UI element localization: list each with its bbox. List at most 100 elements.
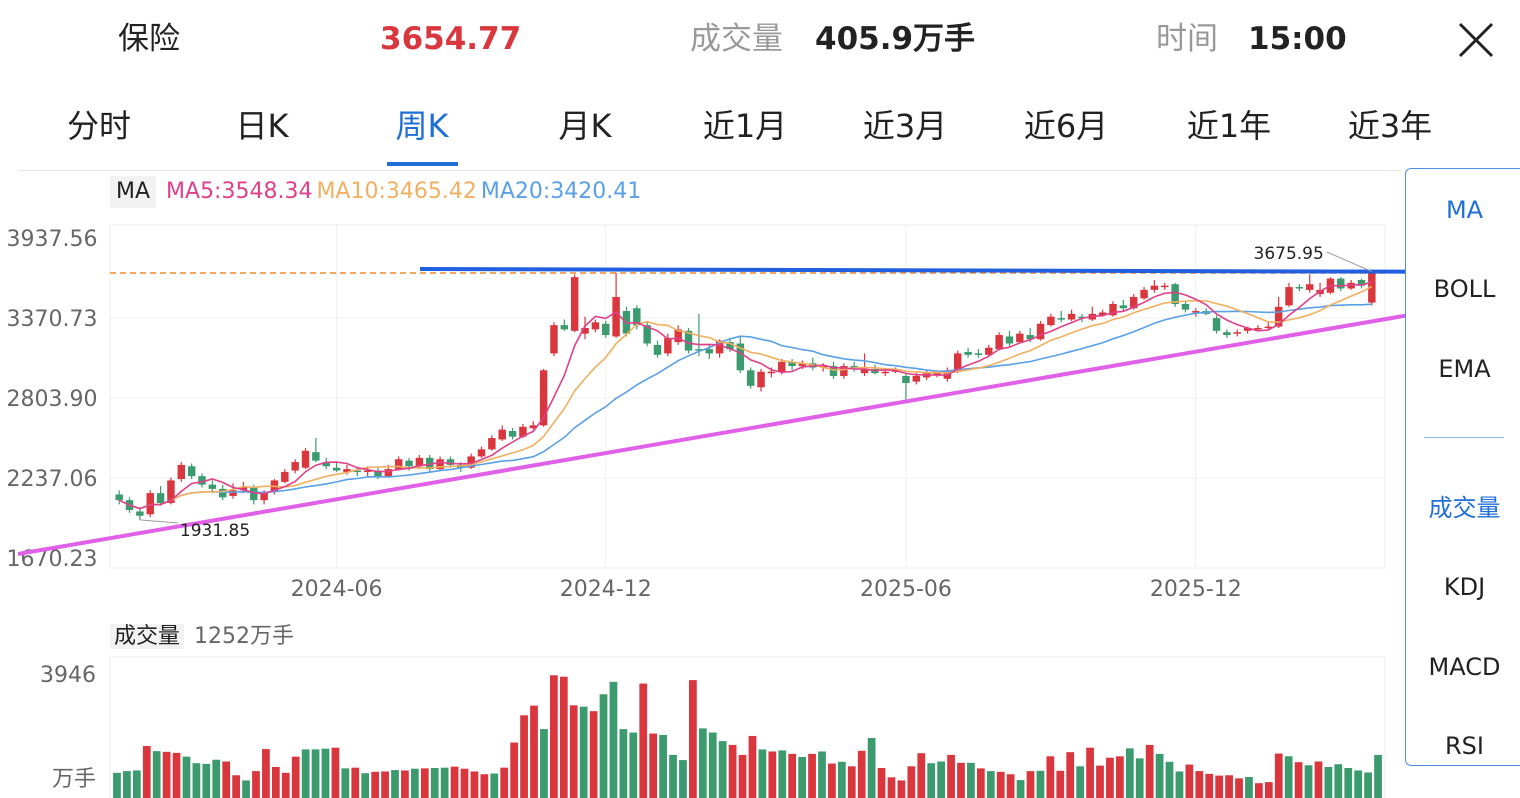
candle-body — [736, 343, 745, 371]
indicator-volume[interactable]: 成交量 — [1428, 494, 1501, 522]
indicator-panel: MA BOLL EMA 成交量 KDJ MACD RSI — [1405, 168, 1520, 766]
volume-bar — [758, 749, 767, 798]
volume-bar — [281, 772, 290, 798]
candle-body — [1036, 323, 1045, 340]
candle-body — [156, 493, 165, 503]
volume-bar — [1086, 747, 1094, 798]
volume-bar — [301, 749, 310, 798]
volume-bar — [490, 773, 499, 798]
candle-body — [1171, 284, 1179, 304]
candle-body — [674, 329, 682, 343]
candle-body — [1057, 318, 1065, 320]
candle-body — [1305, 284, 1314, 290]
candle — [1254, 325, 1262, 331]
candle-body — [312, 452, 320, 461]
tab-1-month[interactable]: 近1月 — [702, 107, 788, 145]
candle-body — [363, 470, 372, 473]
indicator-ema[interactable]: EMA — [1438, 355, 1491, 383]
volume-bar — [927, 763, 936, 798]
tab-3-months[interactable]: 近3月 — [862, 107, 948, 145]
volume-bar — [728, 744, 737, 798]
candle — [1161, 282, 1169, 290]
tab-6-months[interactable]: 近6月 — [1023, 107, 1109, 145]
tab-monthly-k[interactable]: 月K — [558, 107, 612, 145]
candle — [187, 463, 196, 479]
volume-bar — [569, 705, 578, 798]
tab-intraday[interactable]: 分时 — [66, 107, 132, 145]
candle-body — [281, 471, 289, 482]
volume-bar — [768, 751, 777, 798]
volume-bar — [1046, 756, 1055, 798]
candle — [1223, 329, 1231, 338]
volume-bar — [321, 748, 330, 798]
candle-body — [602, 323, 610, 336]
ma20-value: MA20:3420.41 — [480, 179, 642, 204]
volume-bar — [1334, 764, 1343, 798]
y-tick-label: 2237.06 — [7, 467, 98, 492]
ma-legend: MA MA5:3548.34 MA10:3465.42 MA20:3420.41 — [110, 176, 645, 208]
candle — [488, 435, 496, 451]
tab-1-year[interactable]: 近1年 — [1186, 107, 1272, 145]
volume-bar — [1096, 765, 1104, 798]
indicator-boll[interactable]: BOLL — [1433, 275, 1496, 303]
candle — [1368, 271, 1376, 306]
candle — [1088, 306, 1097, 321]
tab-3-years[interactable]: 近3年 — [1347, 107, 1433, 145]
volume-bar — [1056, 770, 1065, 798]
candle-body — [539, 370, 548, 426]
volume-bar — [659, 734, 667, 798]
candle — [1119, 299, 1128, 312]
candle — [115, 490, 123, 505]
volume-bar — [559, 676, 568, 798]
candle — [1067, 309, 1076, 321]
indicator-macd[interactable]: MACD — [1428, 653, 1501, 681]
volume-bar — [113, 772, 121, 798]
indicator-rsi[interactable]: RSI — [1445, 732, 1484, 760]
candle — [985, 344, 993, 357]
volume-bar — [788, 753, 797, 798]
volume-bar — [152, 751, 161, 798]
volume-bar — [381, 771, 389, 798]
candle-body — [664, 337, 672, 354]
candle-body — [136, 511, 144, 516]
candle-body — [1223, 332, 1231, 336]
candle — [1212, 315, 1221, 334]
volume-bar — [291, 756, 300, 798]
volume-bar — [1364, 772, 1372, 798]
indicator-ma[interactable]: MA — [1445, 196, 1484, 224]
candle — [974, 349, 983, 358]
candle — [1150, 279, 1159, 293]
candle — [332, 462, 341, 472]
candle-body — [384, 469, 393, 477]
ma5-value: MA5:3548.34 — [166, 179, 313, 204]
candle — [912, 371, 921, 385]
volume-bar — [549, 675, 558, 798]
close-icon[interactable] — [1452, 16, 1500, 64]
candle-body — [187, 466, 196, 477]
volume-bar — [748, 735, 757, 798]
volume-bar — [1304, 765, 1313, 798]
candle — [146, 490, 154, 518]
volume-bar — [867, 738, 876, 798]
candle-body — [1119, 305, 1128, 309]
volume-bar — [440, 767, 449, 798]
candle-body — [1243, 327, 1252, 331]
candle — [612, 272, 620, 338]
tab-weekly-k[interactable]: 周K — [395, 107, 449, 145]
candle-body — [1026, 335, 1034, 340]
indicator-kdj[interactable]: KDJ — [1443, 573, 1486, 601]
candle-body — [1264, 326, 1273, 329]
candle-body — [684, 330, 693, 351]
volume-bar — [1274, 753, 1283, 798]
volume-bar — [1235, 778, 1243, 798]
high-marker-label: 3675.95 — [1254, 244, 1324, 264]
volume-bar — [480, 774, 489, 798]
ma-legend-box: MA — [110, 176, 157, 208]
quote-header: 保险 3654.77 成交量 405.9万手 时间 15:00 — [0, 0, 1520, 80]
candle-body — [798, 363, 807, 367]
candle — [581, 316, 589, 340]
volume-bar — [1036, 770, 1045, 798]
tab-daily-k[interactable]: 日K — [235, 107, 289, 145]
volume-bar — [1215, 775, 1224, 798]
